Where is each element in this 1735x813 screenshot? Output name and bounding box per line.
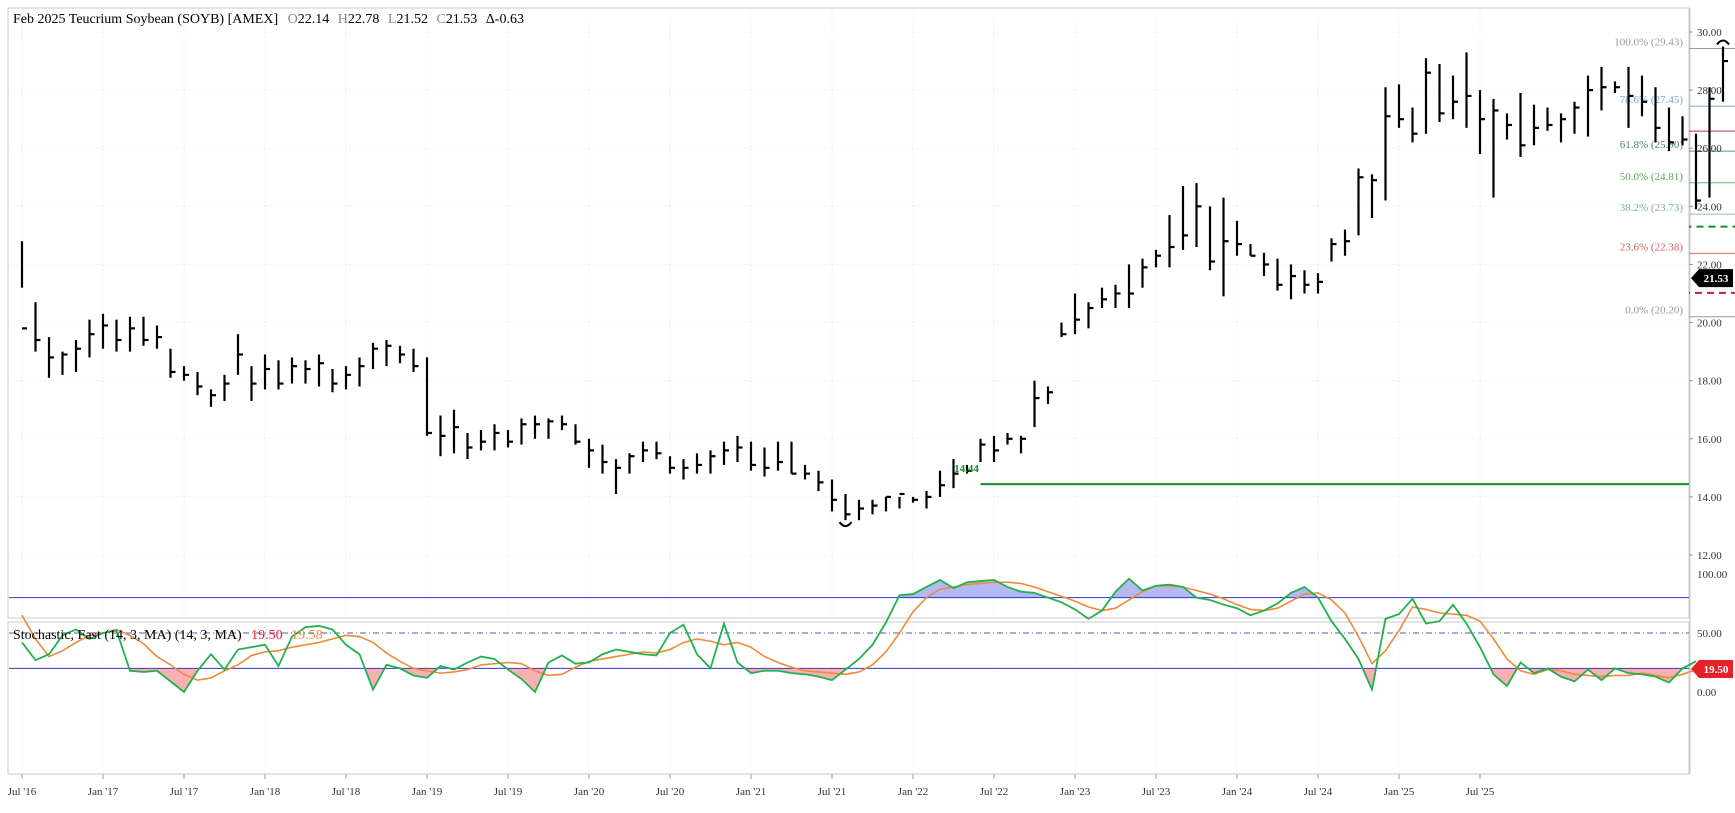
time-tick-label: Jul '19 — [494, 786, 523, 798]
time-tick-label: Jan '18 — [250, 786, 281, 798]
close-label: C — [436, 12, 445, 27]
time-tick-label: Jan '17 — [88, 786, 119, 798]
stochastic-k-value: 19.50 — [251, 628, 283, 643]
close-value: 21.53 — [446, 12, 478, 27]
time-tick-label: Jan '20 — [574, 786, 605, 798]
change-value: Δ-0.63 — [486, 12, 524, 27]
fib-label: 50.0% (24.81) — [1620, 171, 1684, 183]
time-tick-label: Jul '17 — [170, 786, 199, 798]
time-tick-label: Jan '22 — [898, 786, 928, 798]
support-label: 14.44 — [954, 463, 979, 475]
price-tick-label: 20.00 — [1697, 318, 1722, 330]
price-tick-label: 12.00 — [1697, 550, 1722, 562]
fib-label: 61.8% (25.90) — [1620, 139, 1684, 151]
time-tick-label: Jul '20 — [656, 786, 685, 798]
time-tick-label: Jul '21 — [818, 786, 847, 798]
price-tick-label: 18.00 — [1697, 376, 1722, 388]
high-value: 22.78 — [348, 12, 380, 27]
price-tick-label: 16.00 — [1697, 434, 1722, 446]
time-tick-label: Jan '24 — [1222, 786, 1253, 798]
price-tick-label: 30.00 — [1697, 27, 1722, 39]
stochastic-header: Stochastic, Fast (14, 3, MA) (14, 3, MA)… — [13, 628, 323, 643]
price-tick-label: 24.00 — [1697, 201, 1722, 213]
price-tick-label: 14.00 — [1697, 492, 1722, 504]
time-tick-label: Jul '24 — [1304, 786, 1333, 798]
stochastic-title: Stochastic, Fast (14, 3, MA) (14, 3, MA) — [13, 628, 242, 643]
time-tick-label: Jul '16 — [8, 786, 37, 798]
close-price-badge-text: 21.53 — [1704, 273, 1729, 285]
open-label: O — [288, 12, 298, 27]
stochastic-value-badge-text: 19.50 — [1704, 664, 1729, 676]
high-label: H — [338, 12, 348, 27]
fib-label: 38.2% (23.73) — [1620, 202, 1684, 214]
price-tick-label: 26.00 — [1697, 143, 1722, 155]
chart-title: Feb 2025 Teucrium Soybean (SOYB) [AMEX] — [13, 12, 278, 27]
stochastic-tick-label: 50.00 — [1697, 628, 1722, 640]
time-tick-label: Jul '18 — [332, 786, 361, 798]
fib-label: 23.6% (22.38) — [1620, 241, 1684, 253]
low-label: L — [388, 12, 397, 27]
time-tick-label: Jan '25 — [1384, 786, 1415, 798]
stochastic-d-value: 19.58 — [291, 628, 323, 643]
chart-header: Feb 2025 Teucrium Soybean (SOYB) [AMEX] … — [13, 12, 524, 27]
price-panel-frame — [8, 8, 1689, 618]
fib-label: 0.0% (20.20) — [1625, 305, 1683, 317]
time-tick-label: Jan '23 — [1060, 786, 1091, 798]
fib-label: 100.0% (29.43) — [1614, 37, 1683, 49]
time-tick-label: Jul '25 — [1466, 786, 1495, 798]
low-value: 21.52 — [396, 12, 428, 27]
stochastic-tick-label: 100.00 — [1697, 569, 1728, 581]
price-tick-label: 28.00 — [1697, 85, 1722, 97]
pivot-high-arc — [1717, 41, 1729, 45]
stochastic-tick-label: 0.00 — [1697, 687, 1717, 699]
time-tick-label: Jul '22 — [980, 786, 1009, 798]
time-tick-label: Jan '21 — [736, 786, 766, 798]
open-value: 22.14 — [298, 12, 330, 27]
time-tick-label: Jan '19 — [412, 786, 443, 798]
time-tick-label: Jul '23 — [1142, 786, 1171, 798]
